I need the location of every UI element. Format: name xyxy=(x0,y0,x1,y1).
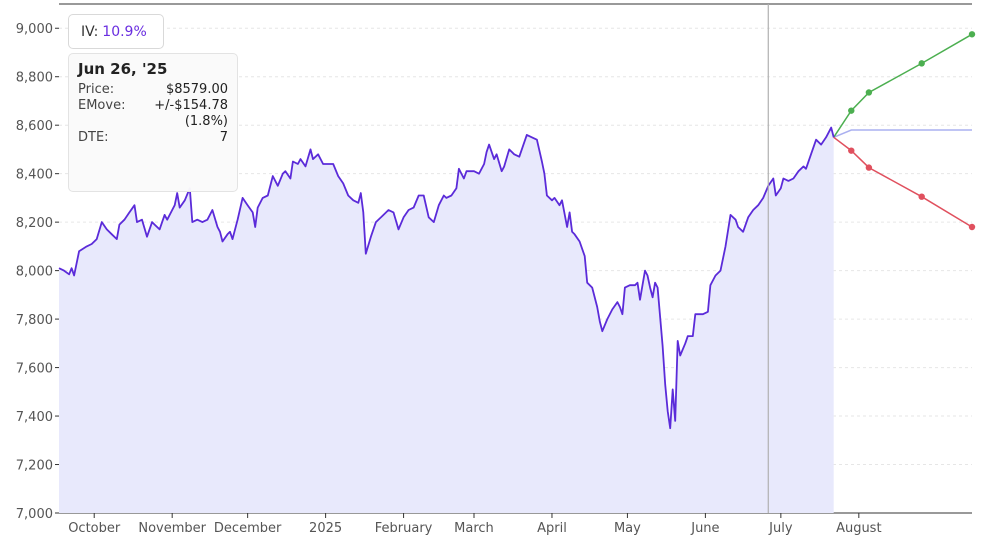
iv-value: 10.9% xyxy=(102,23,147,40)
y-tick-label: 7,800 xyxy=(16,313,53,328)
iv-badge: IV: 10.9% xyxy=(68,14,164,49)
y-tick-label: 9,000 xyxy=(16,22,53,37)
y-axis: 7,000 7,200 7,400 7,600 7,800 8,000 8,200 8,400… xyxy=(16,22,59,522)
mid-projection-line xyxy=(833,129,972,138)
x-tick-label: May xyxy=(614,521,641,536)
y-tick-label: 8,400 xyxy=(16,168,53,183)
projection-points xyxy=(848,31,976,231)
x-tick-label: April xyxy=(537,521,567,536)
x-tick-label: July xyxy=(768,521,793,536)
tooltip: Jun 26, '25 Price: $8579.00 EMove: +/-$1… xyxy=(68,53,238,192)
x-tick-label: March xyxy=(454,521,494,536)
x-tick-label: February xyxy=(375,521,433,536)
upper-projection-point xyxy=(848,107,855,114)
y-tick-label: 7,600 xyxy=(16,362,53,377)
tooltip-price-label: Price: xyxy=(78,82,115,97)
upper-projection-point xyxy=(918,60,925,67)
y-tick-label: 8,000 xyxy=(16,265,53,280)
upper-expected-move-line xyxy=(833,33,973,138)
x-tick-label: October xyxy=(68,521,121,536)
tooltip-price-value: $8579.00 xyxy=(165,82,228,97)
x-tick-label: November xyxy=(138,521,206,536)
x-tick-label: 2025 xyxy=(309,521,342,536)
y-tick-label: 7,000 xyxy=(16,507,53,522)
tooltip-emove-row: EMove: +/-$154.78 xyxy=(78,98,228,114)
price-area xyxy=(59,127,834,513)
y-tick-label: 8,600 xyxy=(16,119,53,134)
tooltip-emove-pct: (1.8%) xyxy=(184,114,228,129)
tooltip-dte-row: DTE: 7 xyxy=(78,130,228,146)
y-tick-label: 7,200 xyxy=(16,459,53,474)
x-tick-label: June xyxy=(690,521,719,536)
y-tick-label: 8,800 xyxy=(16,71,53,86)
tooltip-date: Jun 26, '25 xyxy=(78,60,168,78)
tooltip-emove-value: +/-$154.78 xyxy=(154,98,228,113)
y-tick-label: 7,400 xyxy=(16,410,53,425)
tooltip-dte-value: 7 xyxy=(219,130,228,145)
lower-projection-point xyxy=(865,164,873,171)
price-area-fill xyxy=(59,127,834,513)
x-tick-label: December xyxy=(214,521,282,536)
upper-projection-point xyxy=(865,89,873,96)
y-tick-label: 8,200 xyxy=(16,216,53,231)
lower-projection-point xyxy=(918,193,925,200)
x-axis: October November December 2025 February March… xyxy=(68,513,882,536)
tooltip-price-row: Price: $8579.00 xyxy=(78,82,228,98)
upper-projection-point xyxy=(968,31,976,38)
tooltip-dte-label: DTE: xyxy=(78,130,109,145)
price-line xyxy=(58,126,835,430)
x-tick-label: August xyxy=(836,521,882,536)
iv-label: IV: xyxy=(81,23,99,40)
lower-projection-point xyxy=(848,147,855,154)
tooltip-emove-label: EMove: xyxy=(78,98,126,113)
lower-projection-point xyxy=(968,223,976,231)
